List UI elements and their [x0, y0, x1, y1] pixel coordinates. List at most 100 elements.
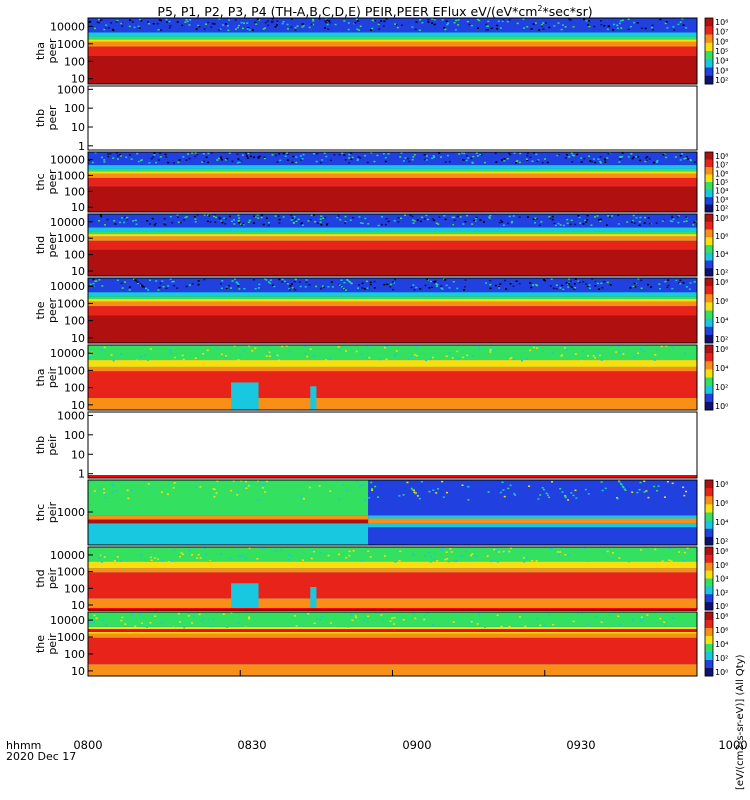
- ytick-label: 1000: [57, 232, 85, 245]
- colorbar-tick-label: 10⁸: [715, 214, 728, 223]
- energy-band-3: [88, 360, 697, 367]
- time-format-label: hhmm: [6, 739, 42, 752]
- energy-band-5: [88, 292, 697, 297]
- colorbar-tick-label: 10⁴: [715, 316, 728, 325]
- probe-label: the: [34, 635, 47, 653]
- ytick-label: 10000: [50, 347, 85, 360]
- colorbar: [704, 151, 714, 213]
- energy-band-3: [88, 561, 697, 569]
- ytick-label: 10: [71, 665, 85, 678]
- colorbar-tick-label: 10²: [715, 76, 728, 85]
- ytick-label: 1: [78, 468, 85, 481]
- ytick-label: 1000: [57, 83, 85, 96]
- panel-frame: [87, 85, 698, 151]
- band-core-right: [368, 518, 697, 524]
- energy-band-4: [88, 231, 697, 235]
- energy-band-0: [88, 315, 697, 343]
- colorbar-tick-label: 10⁷: [715, 28, 728, 37]
- colorbar-tick-label: 10²: [715, 537, 728, 546]
- noise-speckle: [88, 612, 692, 629]
- xtick-label-0800: 0800: [73, 738, 103, 752]
- product-label: peir: [46, 434, 59, 456]
- ytick-label: 100: [64, 382, 85, 395]
- colorbar-tick-label: 10⁵: [715, 47, 728, 56]
- panel-frame: [87, 17, 698, 85]
- band-low-right: [368, 527, 697, 545]
- energy-band-2: [88, 568, 697, 573]
- band-core: [88, 519, 369, 524]
- ytick-label: 1000: [57, 409, 85, 422]
- dropout-cyan: [231, 583, 259, 610]
- ytick-label: 1000: [57, 169, 85, 182]
- product-label: peir: [46, 633, 59, 655]
- energy-band-6: [88, 18, 697, 33]
- energy-band-4: [88, 345, 697, 361]
- colorbar-tick-label: 10⁶: [715, 626, 728, 635]
- colorbar-tick-label: 10³: [715, 66, 728, 75]
- ytick-label: 1000: [57, 506, 85, 519]
- xtick-label-0930: 0930: [566, 738, 596, 752]
- noise-speckle: [98, 547, 691, 563]
- colorbar-tick-label: 10⁴: [715, 57, 728, 66]
- ytick-label: 100: [64, 315, 85, 328]
- flag-line: [88, 629, 697, 632]
- dropout-red: [231, 576, 259, 582]
- colorbar-tick-label: 10²: [715, 268, 728, 277]
- panel-frame: [87, 344, 698, 411]
- energy-band-2: [88, 236, 697, 241]
- product-label: peer: [46, 298, 59, 324]
- colorbar-tick-label: 10⁴: [715, 250, 728, 259]
- ytick-label: 10: [71, 448, 85, 461]
- dropout-red: [231, 375, 259, 381]
- ytick-label: 1000: [57, 364, 85, 377]
- colorbar-tick-label: 10⁴: [715, 187, 728, 196]
- colorbar-tick-label: 10⁴: [715, 518, 728, 527]
- ytick-label: 1000: [57, 566, 85, 579]
- noise-speckle: [89, 345, 693, 362]
- dropout-cyan-2: [310, 386, 317, 410]
- panel-frame: [87, 411, 698, 479]
- energy-band-2: [88, 173, 697, 178]
- product-label: peer: [46, 38, 59, 64]
- noise-speckle: [88, 152, 696, 164]
- colorbar-units-label: [eV/(cm2-s-sr-eV)] (All Qty): [735, 654, 746, 790]
- colorbar-tick-label: 10⁸: [715, 612, 728, 621]
- product-label: peir: [46, 501, 59, 523]
- colorbar: [704, 479, 714, 546]
- dropout-cyan-2: [310, 586, 317, 610]
- energy-band-0: [88, 186, 697, 212]
- colorbar-tick-label: 10⁶: [715, 345, 728, 354]
- colorbar-tick-label: 10⁶: [715, 37, 728, 46]
- colorbar-tick-label: 10⁶: [715, 232, 728, 241]
- spectrogram-panel-bg: [88, 412, 697, 478]
- colorbar-tick-label: 10⁸: [715, 480, 728, 489]
- figure-title: P5, P1, P2, P3, P4 (TH-A,B,C,D,E) PEIR,P…: [157, 4, 593, 20]
- product-label: peer: [46, 169, 59, 195]
- ytick-label: 1: [78, 140, 85, 153]
- probe-label: thd: [34, 236, 47, 254]
- colorbar-tick-label: 10⁶: [715, 561, 728, 570]
- xtick-label-0900: 0900: [402, 738, 432, 752]
- ytick-label: 10: [71, 121, 85, 134]
- product-label: peer: [46, 105, 59, 131]
- ytick-label: 10: [71, 201, 85, 214]
- flag-line: [88, 475, 697, 478]
- energy-band-0: [88, 56, 697, 84]
- energy-band-1: [88, 177, 697, 187]
- band-high-right: [368, 480, 697, 516]
- colorbar: [704, 611, 714, 677]
- energy-band-4: [88, 168, 697, 172]
- colorbar-tick-label: 10⁶: [715, 499, 728, 508]
- noise-speckle: [93, 480, 688, 502]
- colorbar: [704, 344, 714, 411]
- ytick-label: 100: [64, 429, 85, 442]
- colorbar-tick-label: 10⁸: [715, 152, 728, 161]
- energy-band-5: [88, 227, 697, 232]
- ytick-label: 1000: [57, 297, 85, 310]
- energy-band-5: [88, 32, 697, 37]
- colorbar-tick-label: 10²: [715, 204, 728, 213]
- panel-frame: [87, 546, 698, 611]
- energy-band-2: [88, 366, 697, 372]
- colorbar-tick-label: 10⁸: [715, 18, 728, 27]
